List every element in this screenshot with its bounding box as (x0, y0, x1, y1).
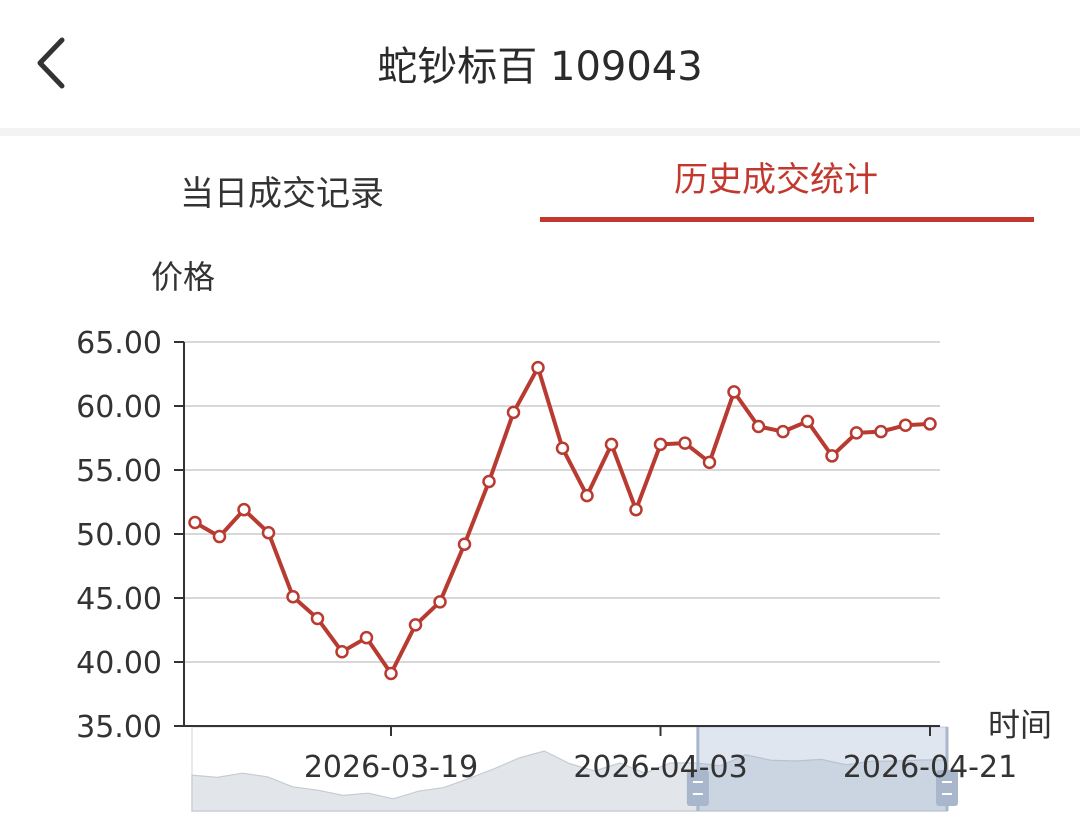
back-button[interactable] (26, 28, 82, 98)
data-point (751, 419, 766, 434)
data-point (898, 418, 913, 432)
data-point (433, 595, 447, 609)
x-tick-label: 2026-03-19 (304, 750, 478, 785)
data-point (237, 502, 251, 517)
page-title: 蛇钞标百 109043 (377, 44, 703, 90)
zoom-slider-preview (191, 750, 948, 812)
data-point (800, 414, 815, 429)
nav-bar: 蛇钞标百 109043 (0, 0, 1080, 128)
x-axis-label: 时间 (988, 706, 1052, 744)
data-point (310, 611, 325, 626)
data-point (457, 537, 472, 551)
y-tick-label: 65.00 (76, 326, 162, 361)
data-point (359, 630, 374, 645)
tab-today-trades[interactable]: 当日成交记录 (0, 150, 540, 220)
y-tick-label: 40.00 (76, 646, 162, 681)
data-point (482, 474, 496, 489)
data-point (580, 488, 594, 503)
x-tick-label: 2026-04-03 (573, 750, 747, 785)
data-point (384, 666, 398, 681)
data-point (776, 424, 790, 439)
x-tick-label: 2026-04-21 (843, 750, 1017, 785)
data-point (849, 426, 864, 440)
chevron-left-icon (37, 37, 65, 89)
data-point (335, 645, 349, 659)
data-point (188, 515, 202, 530)
tab-today-trades-label: 当日成交记录 (180, 174, 384, 214)
data-point (678, 436, 692, 450)
y-tick-label: 35.00 (76, 710, 162, 745)
divider (0, 128, 1080, 136)
y-tick-label: 45.00 (76, 582, 162, 617)
data-point (923, 417, 937, 431)
data-point (506, 405, 521, 420)
data-point (555, 441, 570, 455)
price-chart: 价格 时间 35.00 40.00 45.00 50.00 55.00 60.00 65.0… (76, 258, 1052, 812)
active-tab-indicator (540, 217, 1034, 222)
tab-history-stats[interactable]: 历史成交统计 (540, 150, 1035, 220)
y-tick-label: 55.00 (76, 454, 162, 489)
data-point (286, 589, 300, 604)
tab-history-stats-label: 历史成交统计 (674, 160, 878, 200)
data-point (825, 449, 839, 463)
data-point (261, 525, 276, 540)
y-tick-label: 60.00 (76, 390, 162, 425)
data-point (212, 529, 227, 544)
data-point (874, 424, 888, 439)
data-point (408, 618, 423, 632)
data-point (604, 437, 619, 452)
data-point (702, 455, 717, 470)
y-tick-label: 50.00 (76, 518, 162, 553)
data-point (653, 437, 668, 452)
zoom-slider-handle-start[interactable] (686, 770, 709, 806)
data-point (629, 502, 643, 517)
zoom-slider-handle-end[interactable] (936, 770, 958, 806)
data-point (727, 385, 741, 399)
price-line (194, 365, 931, 676)
zoom-slider-window (697, 727, 947, 811)
y-axis-label: 价格 (151, 258, 215, 296)
data-point (531, 360, 545, 375)
